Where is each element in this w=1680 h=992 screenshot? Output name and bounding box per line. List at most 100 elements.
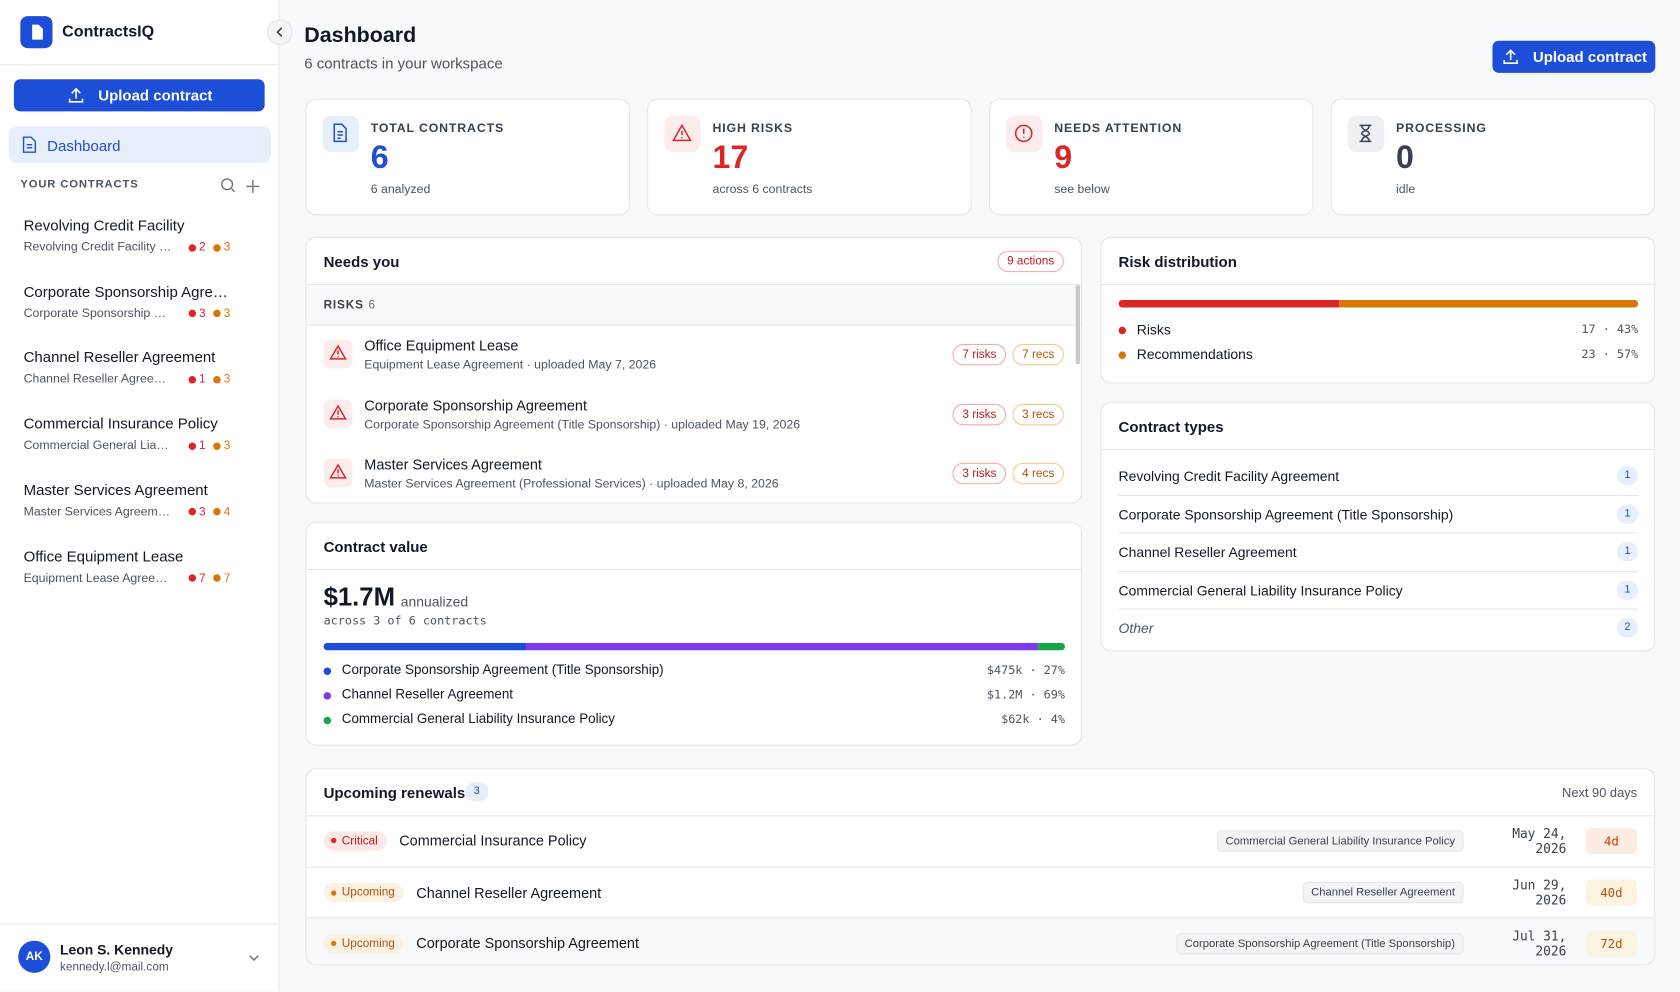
search-button[interactable] (220, 177, 237, 194)
stat-icon (1006, 115, 1043, 153)
page-title: Dashboard (304, 23, 417, 48)
contract-item[interactable]: Office Equipment Lease Equipment Lease Ag… (9, 534, 271, 594)
renewal-title: Corporate Sponsorship Agreement (416, 935, 639, 952)
upload-button[interactable]: Upload contract (13, 79, 265, 112)
stat-value: 6 (370, 140, 389, 176)
renewal-title: Commercial Insurance Policy (399, 832, 587, 849)
upload-label: Upload contract (98, 86, 213, 104)
rec-dot (213, 243, 221, 252)
renewal-row[interactable]: Upcoming Channel Reseller Agreement Channe… (306, 866, 1655, 917)
brand-name: ContractsIQ (62, 22, 155, 41)
icon-part (249, 955, 259, 962)
upload-button[interactable]: Upload contract (1492, 40, 1656, 73)
action-item[interactable]: Office Equipment Lease Equipment Lease Ag… (306, 325, 1081, 384)
card-header (306, 523, 1082, 570)
risk-card: Risk distribution Risks 17 · 43% Recommend… (1100, 236, 1656, 384)
action-pills: 3 risks 3 recs (952, 403, 1064, 425)
value-bar (323, 642, 1065, 651)
user-name: Leon S. Kennedy (59, 941, 173, 958)
type-count: 2 (1616, 618, 1639, 638)
renewal-row[interactable]: Upcoming Corporate Sponsorship Agreement C… (306, 917, 1655, 965)
legend-value: 23 · 57% (1581, 347, 1639, 362)
add-button[interactable] (244, 178, 261, 195)
stat-value: 0 (1396, 140, 1414, 176)
user-menu[interactable]: AK Leon S. Kennedy kennedy.l@mail.com (0, 925, 279, 991)
rec-count: 7 (223, 571, 231, 585)
nav-dashboard[interactable]: Dashboard (8, 126, 272, 163)
stat-value: 17 (712, 140, 749, 176)
icon-part (276, 27, 283, 37)
action-pills: 3 risks 4 recs (952, 462, 1064, 485)
icon-part (230, 188, 236, 193)
recs-pill: 7 recs (1012, 343, 1064, 366)
legend-item: Recommendations 23 · 57% (1118, 346, 1639, 371)
bar-segment (323, 642, 527, 651)
rec-dot (213, 442, 221, 450)
renewal-row[interactable]: Critical Commercial Insurance Policy Comme… (306, 815, 1654, 865)
contract-item[interactable]: Commercial Insurance Policy Commercial Ge… (9, 402, 271, 462)
icon-part (329, 404, 347, 420)
card-header (1101, 403, 1655, 450)
icon (333, 123, 347, 143)
brand-logo (20, 16, 53, 49)
action-item[interactable]: Master Services Agreement Master Services… (306, 444, 1081, 503)
icon-part (68, 87, 83, 103)
contract-item[interactable]: Master Services Agreement Master Services… (9, 468, 271, 528)
icon-part (1359, 124, 1372, 143)
action-meta: Corporate Sponsorship Agreement (Title S… (364, 418, 801, 432)
chevron-icon (276, 27, 283, 37)
warning-icon (323, 339, 353, 369)
contract-item[interactable]: Channel Reseller Agreement Channel Resell… (9, 336, 271, 396)
legend-dot (1118, 351, 1127, 359)
section-label: RISKS (323, 298, 364, 312)
renewals-count: 3 (464, 782, 489, 802)
card-title: Contract value (323, 537, 428, 555)
contract-subtitle: Corporate Sponsorship … (23, 307, 167, 321)
icon-part (32, 24, 43, 40)
status-badge: Critical (323, 830, 387, 851)
legend-value: $475k · 27% (986, 663, 1065, 678)
collapse-button[interactable] (266, 19, 293, 45)
icon-part (1014, 124, 1033, 143)
legend-name: Channel Reseller Agreement (341, 686, 514, 702)
user-email: kennedy.l@mail.com (59, 961, 169, 974)
value-amount: $1.7M (323, 582, 396, 612)
legend-name: Commercial General Liability Insurance P… (341, 711, 615, 727)
type-row: Revolving Credit Facility Agreement 1 (1118, 457, 1639, 496)
rec-count: 3 (223, 241, 231, 254)
section-row: RISKS 6 (306, 284, 1082, 326)
risks-pill: 3 risks (952, 403, 1007, 425)
contract-item[interactable]: Revolving Credit Facility Revolving Credi… (9, 204, 271, 264)
icon (329, 404, 347, 420)
contract-title: Corporate Sponsorship Agre… (23, 282, 228, 300)
recs-pill: 3 recs (1012, 403, 1064, 425)
value-unit: annualized (400, 593, 469, 610)
rec-dot (213, 508, 221, 516)
page-subtitle: 6 contracts in your workspace (304, 54, 503, 72)
status-badge: Upcoming (323, 933, 404, 954)
legend-dot (1118, 326, 1127, 335)
action-meta: Equipment Lease Agreement · uploaded May… (364, 358, 657, 372)
type-count: 1 (1616, 504, 1639, 524)
legend-name: Risks (1136, 321, 1171, 338)
type-row: Channel Reseller Agreement 1 (1118, 534, 1639, 572)
rec-dot (213, 574, 221, 582)
risks-pill: 3 risks (952, 462, 1007, 485)
action-title: Office Equipment Lease (364, 337, 519, 354)
upload-label: Upload contract (1532, 48, 1648, 66)
rec-dot (213, 309, 221, 318)
contract-subtitle: Commercial General Lia… (23, 439, 169, 453)
logo-icon (32, 24, 43, 40)
icon (672, 123, 692, 142)
action-item[interactable]: Corporate Sponsorship Agreement Corporate… (306, 384, 1081, 443)
needs-you-card: Needs you 9 actions RISKS 6 Office Equip… (305, 236, 1083, 504)
stat-label: TOTAL CONTRACTS (370, 122, 505, 135)
type-name: Channel Reseller Agreement (1118, 544, 1297, 561)
contract-item[interactable]: Corporate Sponsorship Agre… Corporate Spo… (9, 270, 271, 330)
card-title: Risk distribution (1118, 252, 1237, 270)
status-label: Critical (341, 834, 378, 847)
action-title: Master Services Agreement (364, 456, 542, 473)
icon-part (1503, 49, 1518, 65)
action-meta: Master Services Agreement (Professional … (364, 477, 779, 491)
